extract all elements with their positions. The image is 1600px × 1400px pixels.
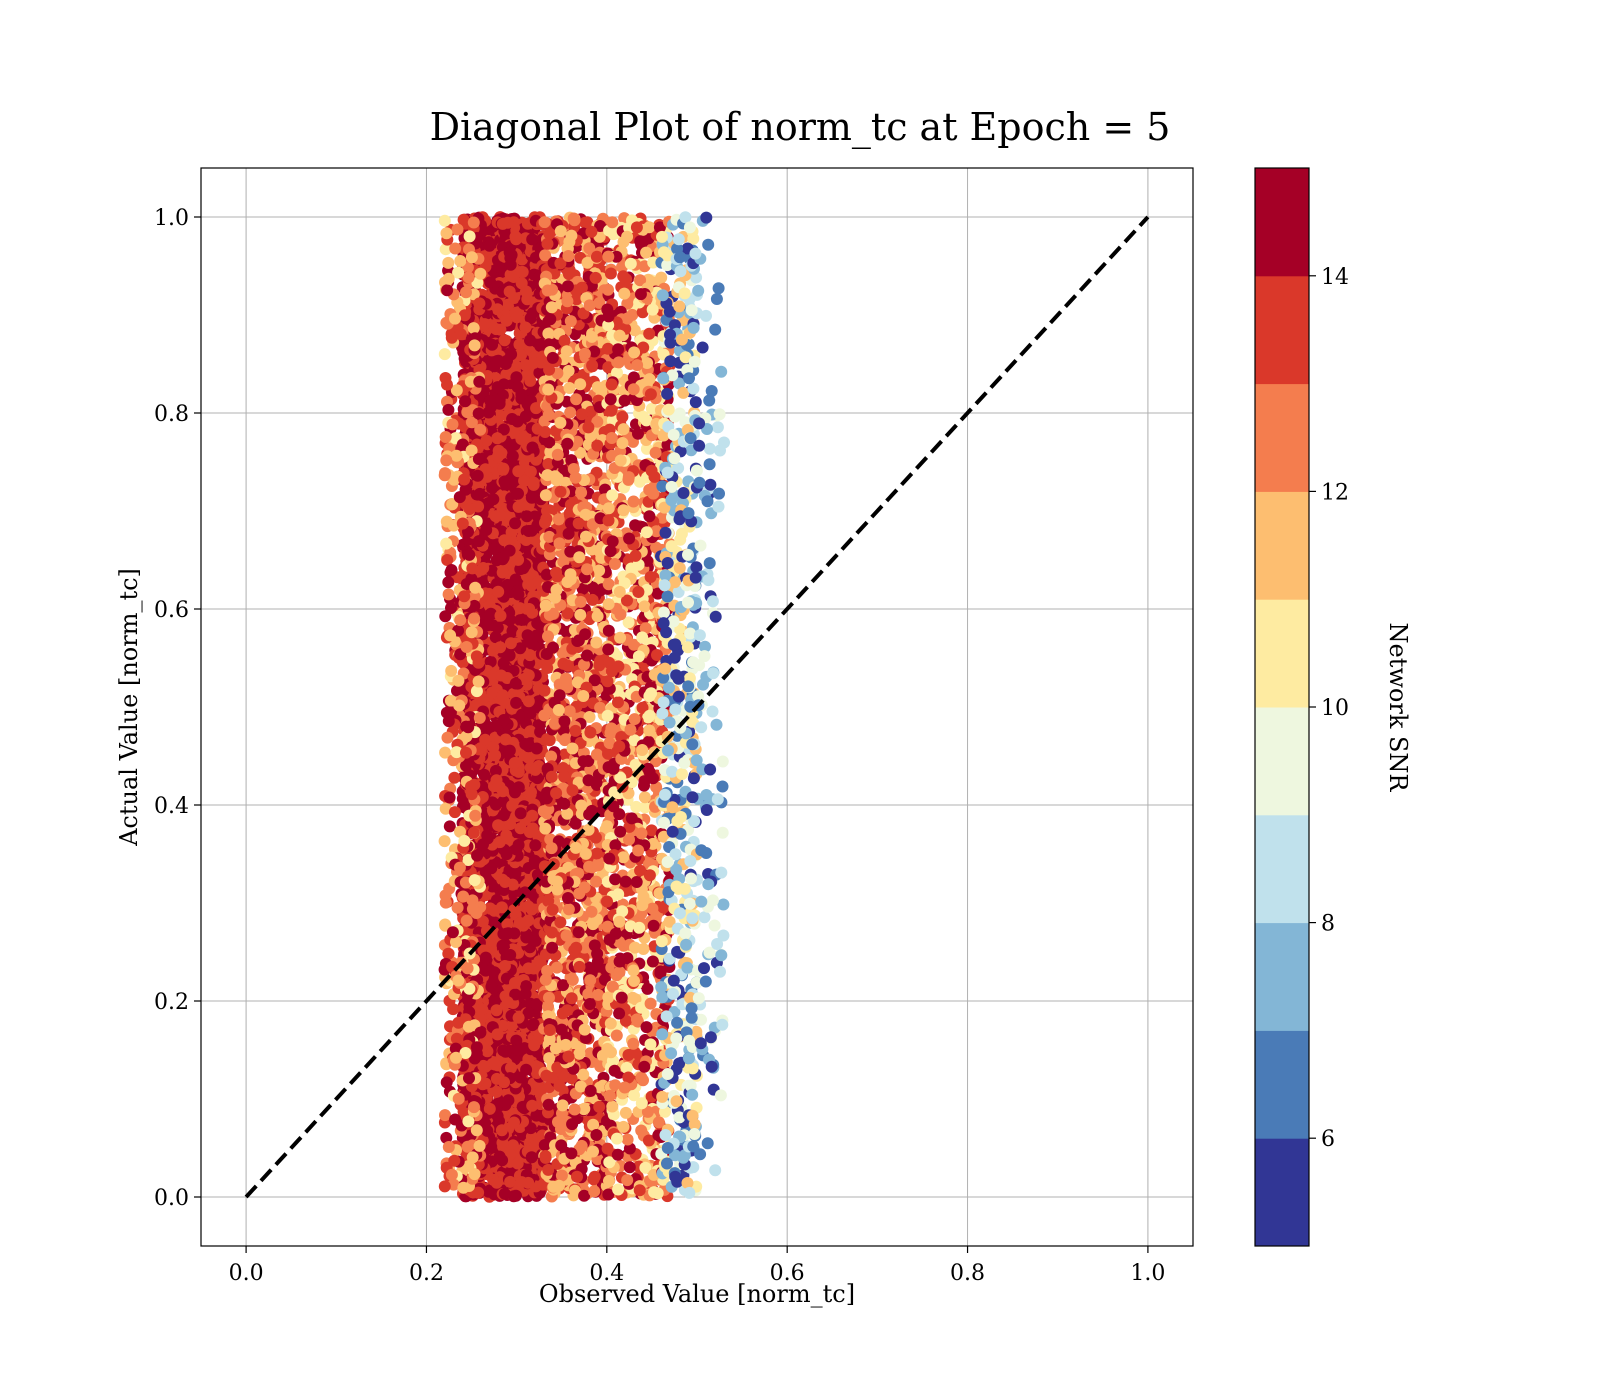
scatter-point	[489, 749, 502, 762]
scatter-point	[492, 585, 505, 598]
scatter-point	[498, 475, 511, 488]
scatter-point	[529, 839, 542, 852]
scatter-point	[503, 649, 516, 662]
scatter-point	[525, 786, 537, 799]
scatter-point	[509, 230, 522, 243]
scatter-point	[524, 334, 536, 347]
scatter-point	[503, 744, 516, 757]
scatter-point	[514, 1071, 527, 1084]
scatter-point	[519, 738, 532, 750]
scatter-point	[520, 510, 533, 523]
scatter-point	[505, 1061, 517, 1074]
scatter-point	[491, 381, 504, 394]
scatter-point	[528, 1039, 541, 1052]
scatter-point	[509, 786, 521, 799]
scatter-point	[497, 714, 510, 726]
scatter-point	[528, 854, 541, 867]
scatter-point	[511, 1157, 524, 1170]
scatter-point	[526, 822, 539, 835]
scatter-point	[522, 962, 535, 975]
scatter-point	[486, 338, 499, 351]
scatter-point	[488, 916, 501, 929]
plot-area: 0.0 0.2 0.4 0.6 0.8 1.0 0.00.20.40.60.81.0	[154, 167, 1194, 1286]
scatter-point	[498, 334, 511, 347]
scatter-point	[524, 374, 537, 387]
scatter-points	[438, 211, 730, 1203]
chart-title: Diagonal Plot of norm_tc at Epoch = 5	[430, 105, 1171, 150]
scatter-point	[476, 1003, 489, 1016]
scatter-point	[512, 487, 524, 500]
scatter-point	[512, 465, 525, 478]
scatter-point	[486, 482, 499, 495]
scatter-point	[492, 261, 505, 273]
scatter-point	[482, 1185, 495, 1198]
scatter-point	[486, 686, 499, 699]
scatter-point	[489, 510, 502, 523]
scatter-point	[504, 258, 517, 271]
scatter-point	[530, 742, 543, 755]
scatter-point	[513, 338, 526, 351]
scatter-point	[490, 1004, 503, 1017]
scatter-point	[485, 862, 498, 875]
